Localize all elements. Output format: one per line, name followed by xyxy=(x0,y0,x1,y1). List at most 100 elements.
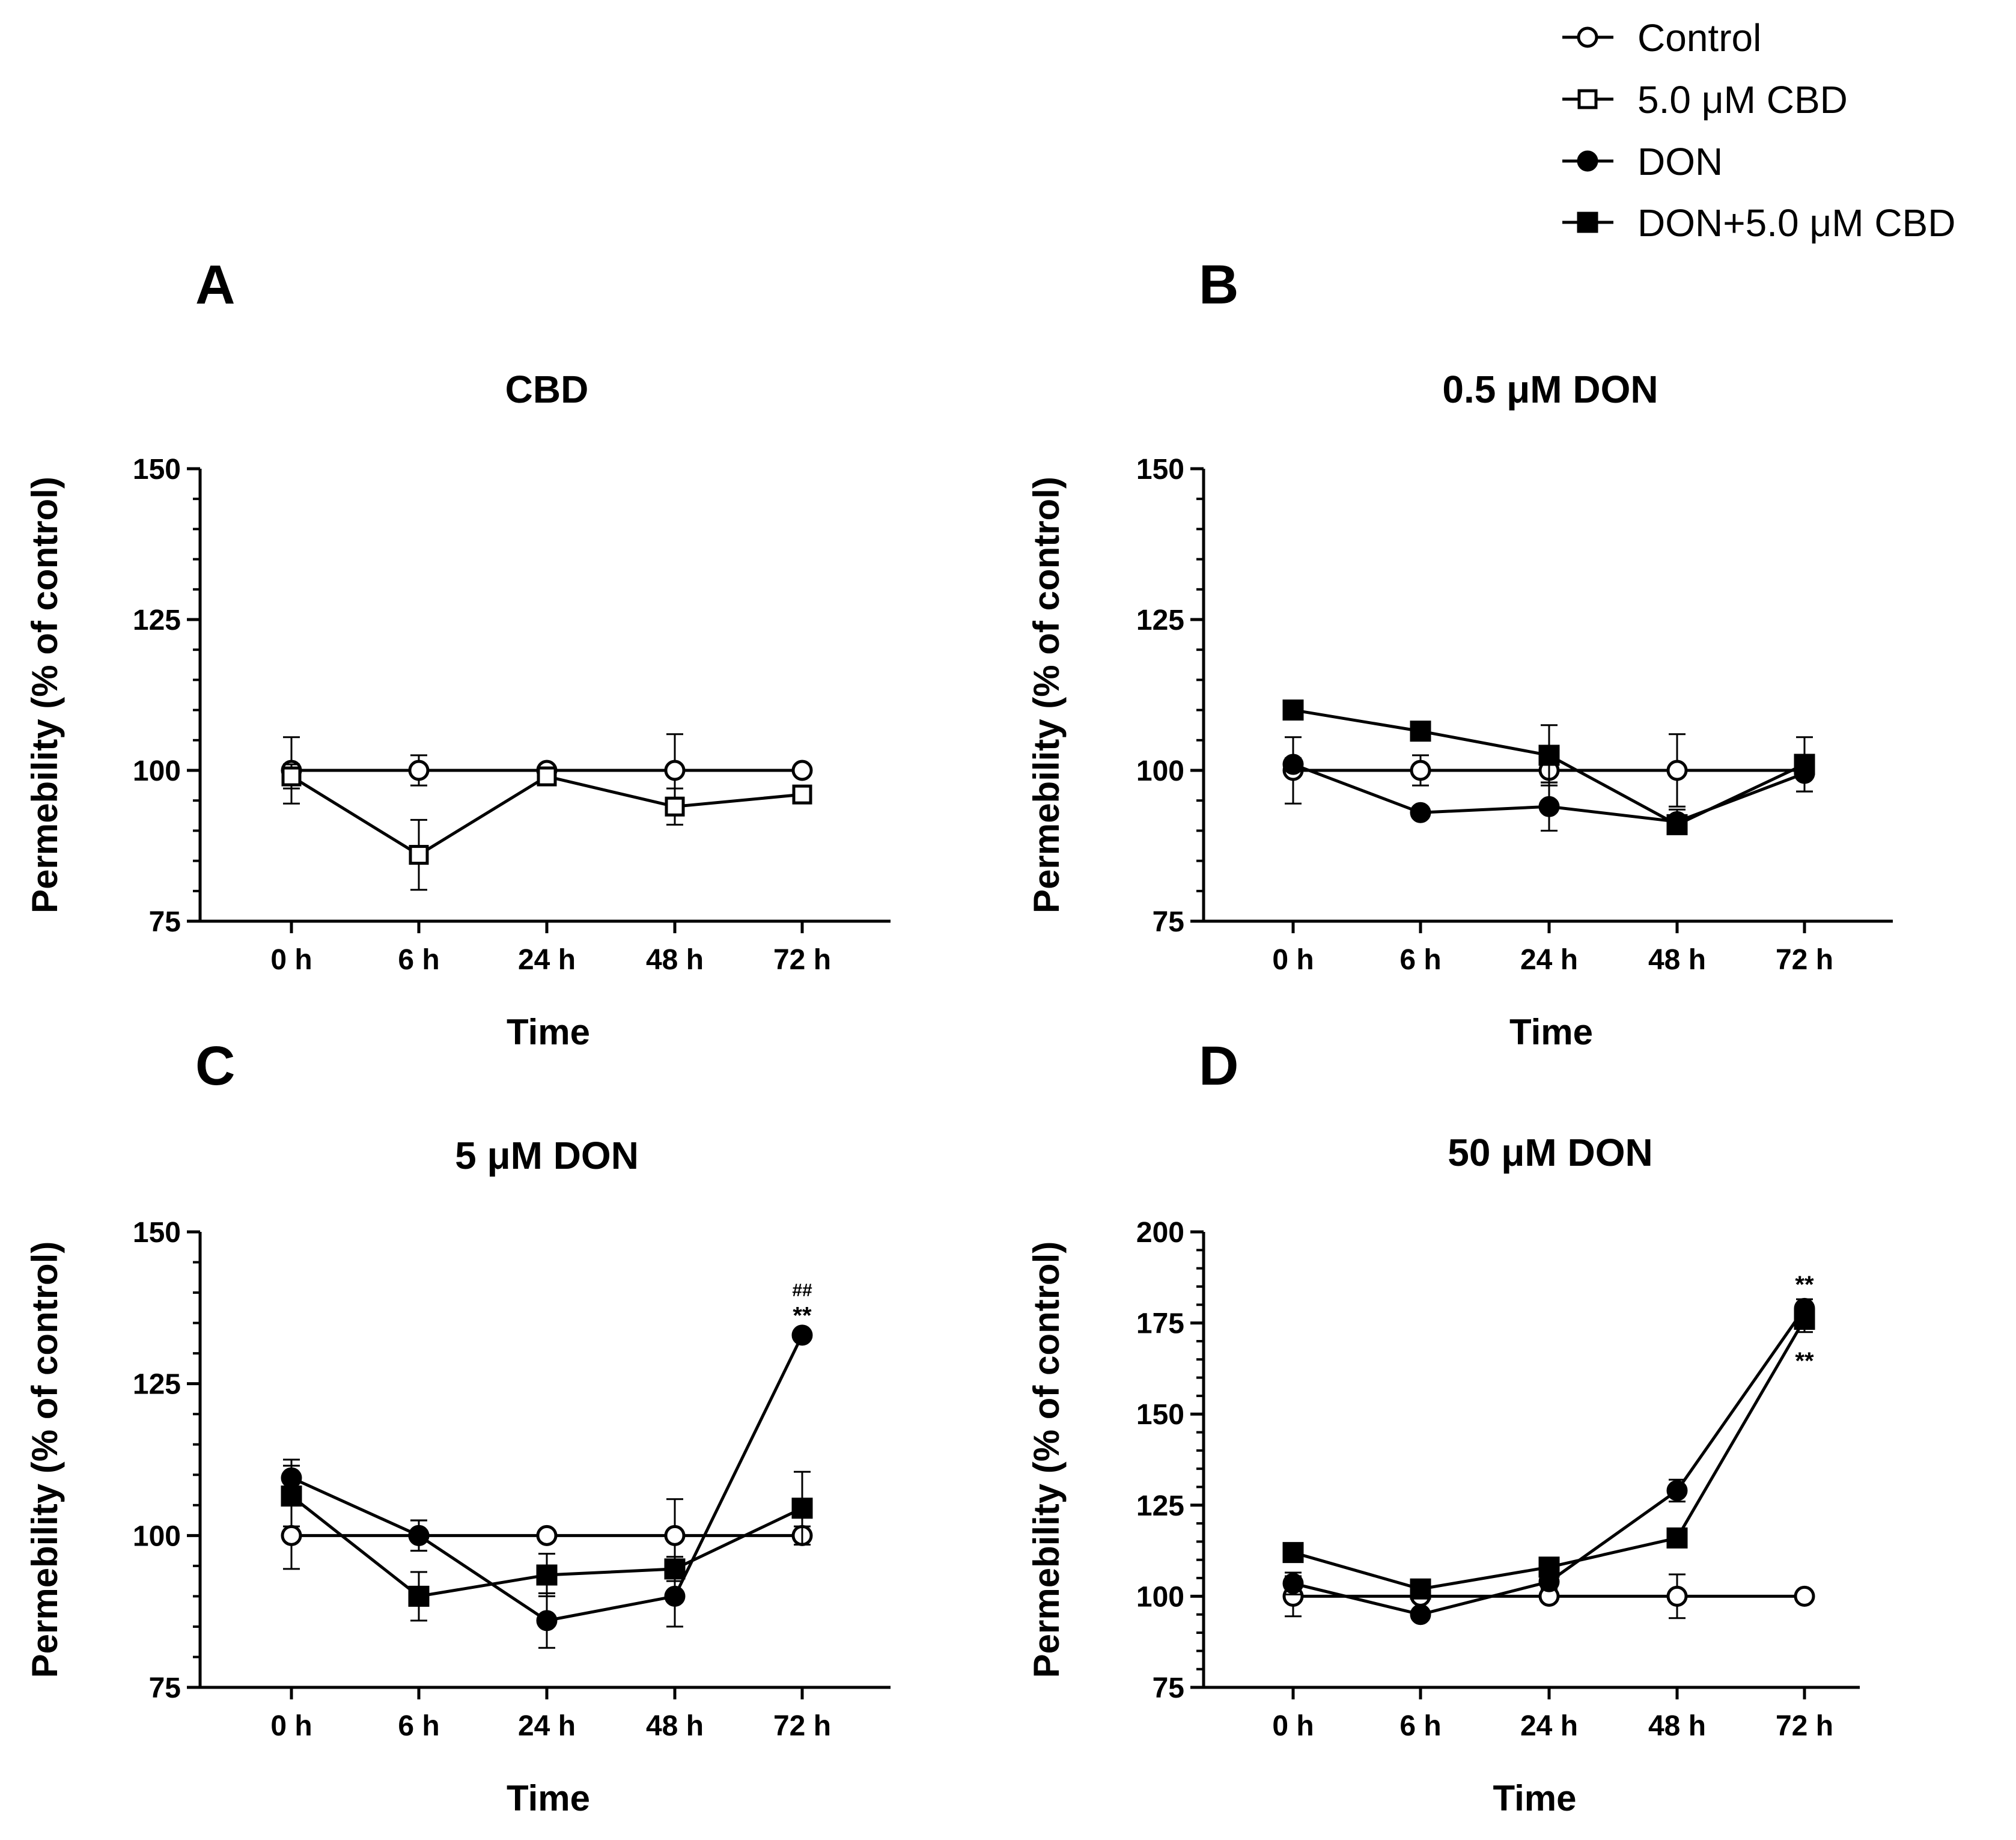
data-point xyxy=(664,1585,686,1607)
panel-letter: A xyxy=(195,254,235,315)
x-tick-label: 72 h xyxy=(773,944,831,976)
data-point xyxy=(281,1525,302,1546)
y-tick-label: 100 xyxy=(133,1520,181,1552)
y-axis-label: Permebility (% of control) xyxy=(25,1241,65,1678)
data-point xyxy=(281,766,302,787)
legend-marker xyxy=(1577,89,1598,109)
series-don-5-0-m-cbd xyxy=(1282,1305,1815,1600)
series-5-0-m-cbd xyxy=(281,763,812,891)
data-point xyxy=(791,1497,813,1519)
panel-a: A CBD 75 100 125 150 0 h 6 h 24 h 48 h 72 h Time Per… xyxy=(25,254,891,1052)
data-point xyxy=(665,796,685,817)
legend-label: Control xyxy=(1637,16,1761,59)
x-axis-label: Time xyxy=(1493,1778,1577,1818)
data-point xyxy=(408,760,430,781)
panel-letter: B xyxy=(1199,254,1238,315)
y-tick-label: 75 xyxy=(149,1672,181,1704)
legend-label: 5.0 μM CBD xyxy=(1637,78,1848,121)
x-axis-label: Time xyxy=(1509,1012,1593,1052)
data-point xyxy=(1666,1527,1688,1549)
y-tick-label: 175 xyxy=(1136,1308,1184,1340)
data-point xyxy=(408,1585,430,1607)
y-tick-label: 75 xyxy=(149,906,181,938)
x-tick-label: 0 h xyxy=(270,1710,312,1742)
series-don-5-0-m-cbd xyxy=(1282,699,1815,835)
data-point xyxy=(791,760,813,781)
legend-label: DON+5.0 μM CBD xyxy=(1637,201,1955,245)
y-tick-label: 125 xyxy=(1136,1490,1184,1522)
data-point xyxy=(536,1564,558,1586)
data-point xyxy=(1794,1309,1815,1330)
x-tick-label: 6 h xyxy=(398,1710,439,1742)
y-tick-label: 150 xyxy=(133,1217,181,1249)
x-tick-label: 48 h xyxy=(1648,944,1706,976)
data-point xyxy=(1410,802,1431,823)
data-point xyxy=(1410,760,1431,781)
data-point xyxy=(1666,760,1688,781)
chart-title: 0.5 μM DON xyxy=(1442,368,1658,411)
x-tick-label: 72 h xyxy=(1776,1710,1833,1742)
panel-letter: D xyxy=(1199,1035,1238,1097)
y-tick-label: 125 xyxy=(1136,605,1184,636)
data-point xyxy=(1666,1480,1688,1502)
y-axis-label: Permebility (% of control) xyxy=(1026,477,1067,913)
legend-marker xyxy=(1577,150,1598,172)
significance-annotation: ** xyxy=(1795,1348,1814,1374)
x-axis-label: Time xyxy=(507,1012,590,1052)
y-axis-label: Permebility (% of control) xyxy=(25,477,65,913)
data-point xyxy=(1538,796,1560,817)
x-tick-label: 48 h xyxy=(1648,1710,1706,1742)
y-tick-label: 200 xyxy=(1136,1217,1184,1249)
x-tick-label: 24 h xyxy=(1520,1710,1578,1742)
data-point xyxy=(409,845,429,865)
data-point xyxy=(1538,745,1560,766)
y-tick-label: 100 xyxy=(1136,755,1184,787)
x-tick-label: 24 h xyxy=(1520,944,1578,976)
y-tick-label: 150 xyxy=(1136,1399,1184,1431)
chart-title: 50 μM DON xyxy=(1448,1131,1652,1174)
data-point xyxy=(408,1525,430,1546)
series-line xyxy=(1293,1318,1806,1591)
chart-title: CBD xyxy=(505,368,589,411)
data-point xyxy=(1410,720,1431,742)
legend-item-control: Control xyxy=(1562,16,1761,59)
data-point xyxy=(281,1485,302,1507)
legend-marker xyxy=(1577,26,1598,48)
y-tick-label: 125 xyxy=(133,605,181,636)
panel-letter: C xyxy=(195,1035,235,1097)
data-point xyxy=(1282,1573,1304,1594)
y-axis-label: Permebility (% of control) xyxy=(1026,1241,1067,1678)
panel-d: D 50 μM DON 75 100 125 150 175 200 0 h 6 h 24 h 48 … xyxy=(1026,1035,1860,1818)
data-point xyxy=(537,766,557,787)
x-tick-label: 6 h xyxy=(1399,944,1441,976)
data-point xyxy=(536,1525,558,1546)
legend: Control 5.0 μM CBD DON DON+5.0 μM CBD xyxy=(1562,16,1955,245)
legend-item-5-0-m-cbd: 5.0 μM CBD xyxy=(1562,78,1848,121)
significance-annotation: ** xyxy=(1795,1272,1814,1298)
data-point xyxy=(1794,754,1815,775)
legend-item-don-5-0-m-cbd: DON+5.0 μM CBD xyxy=(1562,201,1955,245)
x-tick-label: 6 h xyxy=(1399,1710,1441,1742)
data-point xyxy=(1666,1585,1688,1607)
data-point xyxy=(664,1558,686,1580)
y-tick-label: 150 xyxy=(133,454,181,486)
chart-title: 5 μM DON xyxy=(455,1134,639,1177)
data-point xyxy=(664,760,686,781)
series-don xyxy=(1282,1297,1815,1625)
legend-item-don: DON xyxy=(1562,140,1723,183)
data-point xyxy=(1410,1604,1431,1625)
x-axis-label: Time xyxy=(507,1778,590,1818)
data-point xyxy=(1282,754,1304,775)
x-tick-label: 48 h xyxy=(646,1710,704,1742)
y-tick-label: 100 xyxy=(133,755,181,787)
x-tick-label: 24 h xyxy=(518,944,576,976)
series-don xyxy=(281,1324,813,1649)
significance-annotation: ** xyxy=(793,1302,812,1329)
x-tick-label: 0 h xyxy=(1272,944,1314,976)
panel-c: C 5 μM DON 75 100 125 150 0 h 6 h 24 h 48 h 72 h Ti… xyxy=(25,1035,891,1818)
y-tick-label: 150 xyxy=(1136,454,1184,486)
data-point xyxy=(664,1525,686,1546)
legend-label: DON xyxy=(1637,140,1723,183)
x-tick-label: 0 h xyxy=(270,944,312,976)
